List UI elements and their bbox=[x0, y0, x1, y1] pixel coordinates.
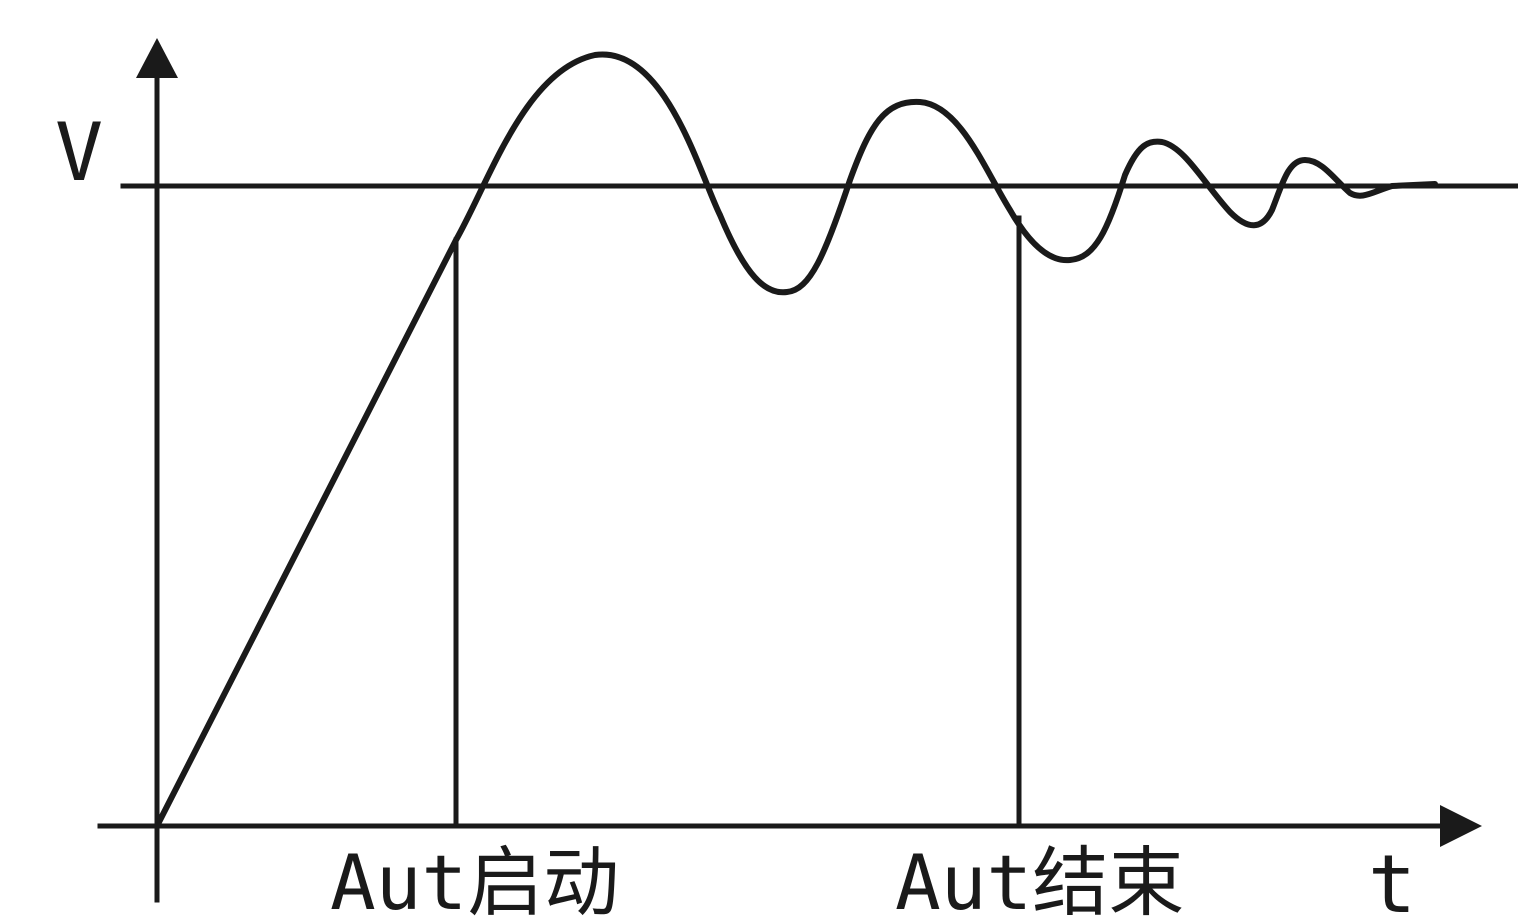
y-axis-label: V bbox=[55, 106, 103, 199]
x-axis-arrow bbox=[1440, 805, 1482, 847]
autotune-start-label: Aut启动 bbox=[330, 838, 619, 919]
x-axis-label: t bbox=[1368, 838, 1416, 919]
response-curve bbox=[154, 51, 1438, 829]
autotune-end-label: Aut结束 bbox=[895, 838, 1184, 919]
y-axis-arrow bbox=[136, 38, 178, 78]
